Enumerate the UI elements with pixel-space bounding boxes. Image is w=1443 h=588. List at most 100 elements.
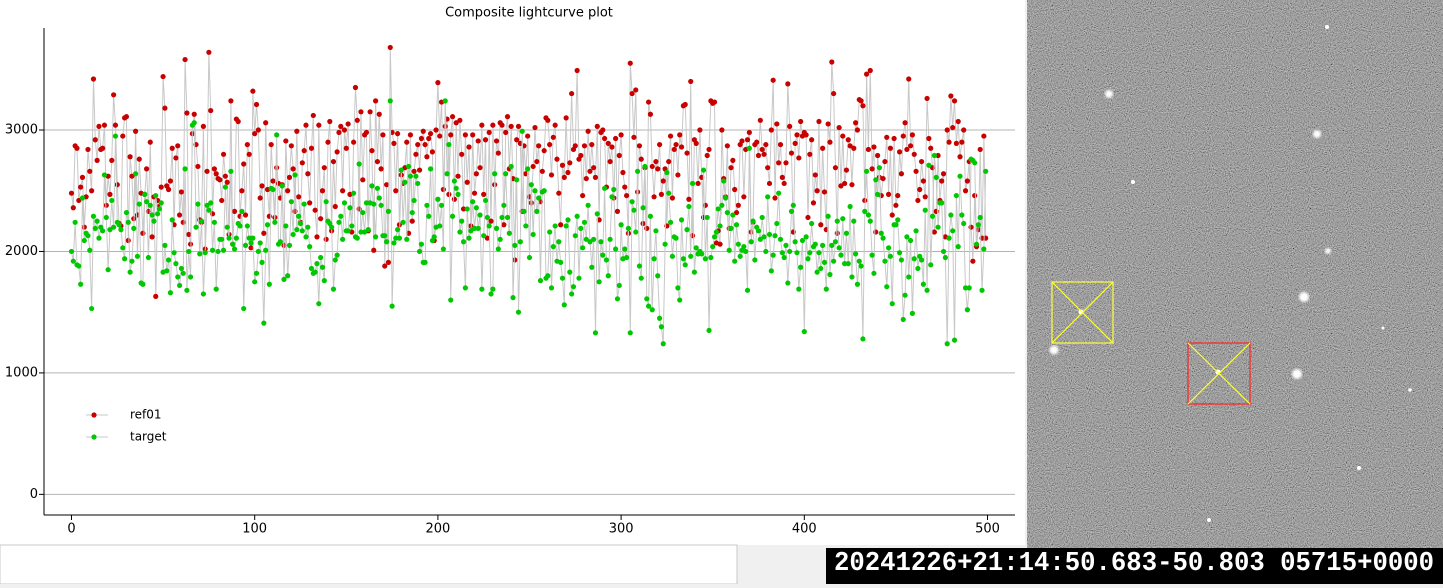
data-point: [622, 246, 628, 252]
data-point: [409, 218, 415, 224]
data-point: [261, 320, 267, 326]
data-point: [939, 200, 945, 206]
data-point: [821, 189, 828, 195]
data-point: [851, 145, 857, 151]
data-point: [691, 269, 697, 275]
data-point: [704, 214, 710, 221]
y-tick-label: 2000: [5, 244, 38, 259]
data-point: [613, 135, 619, 142]
data-point: [101, 122, 108, 128]
data-point: [816, 250, 822, 256]
data-point: [644, 296, 650, 302]
data-point: [466, 144, 472, 150]
data-point: [523, 223, 529, 229]
data-point: [308, 145, 315, 151]
data-point: [493, 225, 500, 231]
data-point: [717, 223, 723, 229]
data-point: [341, 200, 348, 206]
data-point: [398, 167, 404, 173]
data-point: [147, 139, 153, 145]
data-point: [821, 259, 828, 265]
data-point: [730, 157, 736, 163]
data-point: [979, 287, 985, 293]
data-point: [70, 205, 76, 211]
data-point: [283, 223, 289, 229]
data-point: [151, 218, 157, 224]
data-point: [173, 155, 179, 161]
data-point: [893, 202, 899, 208]
data-point: [140, 281, 146, 287]
data-point: [796, 155, 802, 161]
data-point: [296, 213, 302, 219]
data-point: [499, 214, 505, 221]
data-point: [794, 132, 800, 138]
data-point: [125, 237, 131, 244]
data-point: [587, 239, 593, 245]
data-point: [239, 188, 245, 194]
data-point: [147, 202, 153, 208]
data-point: [719, 202, 725, 208]
data-point: [838, 183, 844, 189]
data-point: [100, 228, 106, 234]
data-point: [924, 95, 930, 102]
data-point: [308, 265, 315, 272]
data-point: [87, 168, 93, 174]
data-point: [770, 252, 776, 258]
data-point: [743, 248, 749, 255]
data-point: [219, 197, 225, 204]
data-point: [129, 258, 135, 264]
data-point: [112, 122, 119, 128]
data-point: [732, 186, 738, 193]
data-point: [574, 67, 580, 74]
data-point: [442, 98, 448, 104]
data-point: [252, 279, 258, 285]
data-point: [78, 281, 84, 287]
data-point: [160, 73, 166, 80]
data-point: [426, 213, 432, 219]
data-point: [405, 163, 412, 170]
data-point: [283, 138, 289, 144]
data-point: [719, 127, 725, 133]
data-point: [827, 271, 833, 278]
data-point: [178, 265, 185, 272]
data-point: [525, 166, 531, 172]
data-point: [79, 195, 86, 201]
data-point: [953, 192, 959, 199]
data-point: [898, 257, 905, 263]
data-point: [351, 190, 357, 196]
data-point: [208, 200, 214, 206]
data-point: [931, 152, 937, 159]
data-point: [776, 190, 782, 196]
data-point: [123, 209, 130, 216]
data-point: [809, 220, 815, 227]
data-point: [371, 201, 377, 207]
data-point: [343, 145, 349, 151]
data-point: [600, 252, 606, 258]
data-point: [629, 199, 635, 205]
data-point: [545, 273, 551, 279]
data-point: [565, 217, 571, 223]
data-point: [673, 235, 679, 241]
data-point: [972, 160, 978, 166]
data-point: [101, 172, 108, 178]
data-point: [572, 143, 578, 149]
data-point: [488, 218, 494, 224]
data-point: [314, 234, 320, 240]
data-point: [640, 205, 646, 211]
data-point: [473, 205, 479, 211]
data-point: [583, 236, 589, 242]
data-point: [484, 235, 490, 241]
data-point: [228, 168, 234, 174]
data-point: [865, 146, 872, 153]
data-point: [409, 209, 415, 216]
data-point: [779, 250, 785, 256]
data-point: [449, 114, 456, 120]
data-point: [741, 194, 747, 200]
data-point: [627, 330, 633, 336]
data-point: [864, 168, 870, 174]
data-point: [918, 257, 925, 263]
data-point: [600, 127, 606, 133]
data-point: [669, 253, 676, 259]
data-point: [959, 139, 965, 145]
aperture-ref: [1187, 342, 1251, 405]
